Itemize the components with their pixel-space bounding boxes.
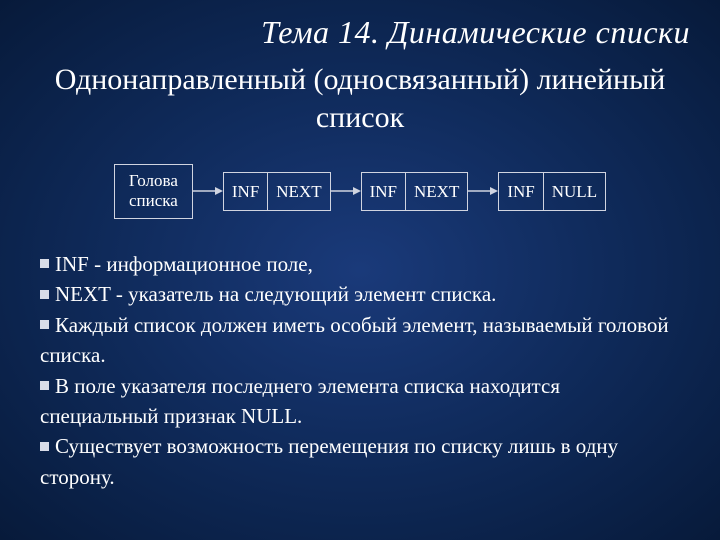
arrow-icon bbox=[331, 184, 361, 198]
bullet-marker-icon bbox=[40, 442, 49, 451]
bullet-marker-icon bbox=[40, 290, 49, 299]
slide-subtitle: Однонаправленный (односвязанный) линейны… bbox=[0, 59, 720, 154]
list-node: INF NEXT bbox=[361, 172, 469, 211]
bullet-text: Существует возможность перемещения по сп… bbox=[40, 434, 618, 488]
next-cell: NULL bbox=[544, 172, 606, 211]
bullet-marker-icon bbox=[40, 381, 49, 390]
bullet-marker-icon bbox=[40, 320, 49, 329]
next-cell: NEXT bbox=[268, 172, 330, 211]
bullet-marker-icon bbox=[40, 259, 49, 268]
bullet-text: Каждый список должен иметь особый элемен… bbox=[40, 313, 669, 367]
bullet-text: В поле указателя последнего элемента спи… bbox=[40, 374, 560, 428]
inf-cell: INF bbox=[361, 172, 406, 211]
linked-list-diagram: Голова списка INF NEXT INF NEXT INF NULL bbox=[0, 154, 720, 239]
bullet-list: INF - информационное поле, NEXT - указат… bbox=[0, 239, 720, 493]
list-item: Существует возможность перемещения по сп… bbox=[40, 431, 680, 492]
head-node: Голова списка bbox=[114, 164, 193, 219]
arrow-icon bbox=[468, 184, 498, 198]
bullet-text: NEXT - указатель на следующий элемент сп… bbox=[55, 282, 496, 306]
list-item: NEXT - указатель на следующий элемент сп… bbox=[40, 279, 680, 309]
list-item: Каждый список должен иметь особый элемен… bbox=[40, 310, 680, 371]
slide-title: Тема 14. Динамические списки bbox=[0, 0, 720, 59]
head-line2: списка bbox=[129, 191, 178, 211]
bullet-text: INF - информационное поле, bbox=[55, 252, 313, 276]
list-node: INF NEXT bbox=[223, 172, 331, 211]
arrow-icon bbox=[193, 184, 223, 198]
list-item: INF - информационное поле, bbox=[40, 249, 680, 279]
next-cell: NEXT bbox=[406, 172, 468, 211]
head-line1: Голова bbox=[129, 171, 178, 191]
list-node: INF NULL bbox=[498, 172, 606, 211]
list-item: В поле указателя последнего элемента спи… bbox=[40, 371, 680, 432]
inf-cell: INF bbox=[223, 172, 268, 211]
inf-cell: INF bbox=[498, 172, 543, 211]
